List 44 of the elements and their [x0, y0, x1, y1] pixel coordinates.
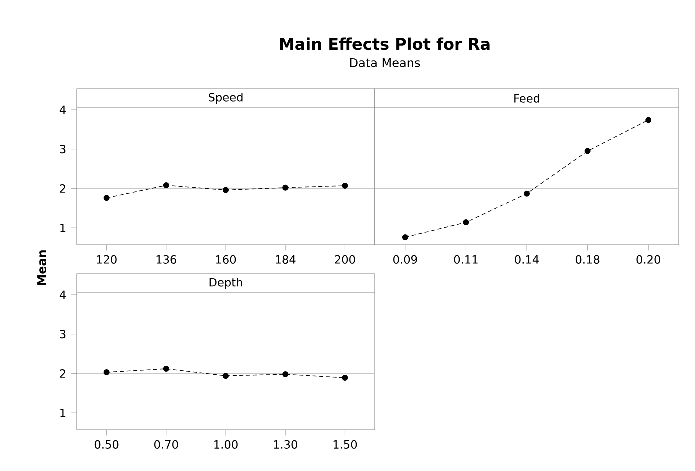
point — [282, 371, 289, 378]
y-axis-title: Mean — [38, 250, 46, 286]
x-tick-label: 0.09 — [394, 255, 418, 264]
y-tick-label: 3 — [60, 145, 66, 154]
chart-subtitle: Data Means — [350, 58, 420, 68]
x-tick-label: 0.11 — [454, 255, 478, 264]
x-tick-label: 160 — [216, 255, 236, 264]
point — [584, 148, 591, 154]
x-tick-label: 0.14 — [515, 255, 539, 264]
x-tick-label: 120 — [97, 255, 117, 264]
x-tick-label: 0.20 — [636, 255, 660, 264]
point — [104, 370, 110, 376]
chart-title: Feed — [514, 94, 540, 103]
point — [223, 187, 230, 194]
point — [646, 117, 652, 124]
x-tick-label: 1.00 — [214, 440, 238, 449]
x-tick-label: 200 — [335, 255, 356, 264]
chart-title: Speed — [208, 93, 243, 104]
chart-title: Depth — [210, 278, 242, 289]
point — [163, 182, 170, 189]
x-tick-label: 0.18 — [576, 255, 600, 264]
point — [163, 366, 170, 372]
y-tick-label: 2 — [60, 370, 66, 378]
point — [524, 190, 530, 197]
text: Main Effects Plot for Ra — [280, 38, 490, 50]
x-tick-label: 0.50 — [94, 440, 119, 449]
y-tick-label: 4 — [60, 106, 66, 114]
y-tick-label: 3 — [60, 330, 66, 339]
point — [342, 182, 348, 189]
point — [402, 234, 408, 241]
x-tick-label: 136 — [156, 255, 177, 264]
x-tick-label: 1.30 — [274, 440, 298, 449]
y-tick-label: 1 — [60, 408, 66, 418]
x-tick-label: 0.70 — [154, 440, 178, 449]
point — [282, 184, 289, 191]
point — [223, 373, 230, 380]
x-tick-label: 184 — [276, 255, 296, 264]
point — [463, 220, 470, 226]
x-tick-label: 1.50 — [334, 440, 358, 449]
y-tick-label: 4 — [60, 290, 66, 300]
y-tick-label: 2 — [60, 184, 66, 193]
point — [342, 375, 348, 382]
y-tick-label: 1 — [60, 224, 66, 232]
point — [104, 195, 110, 202]
